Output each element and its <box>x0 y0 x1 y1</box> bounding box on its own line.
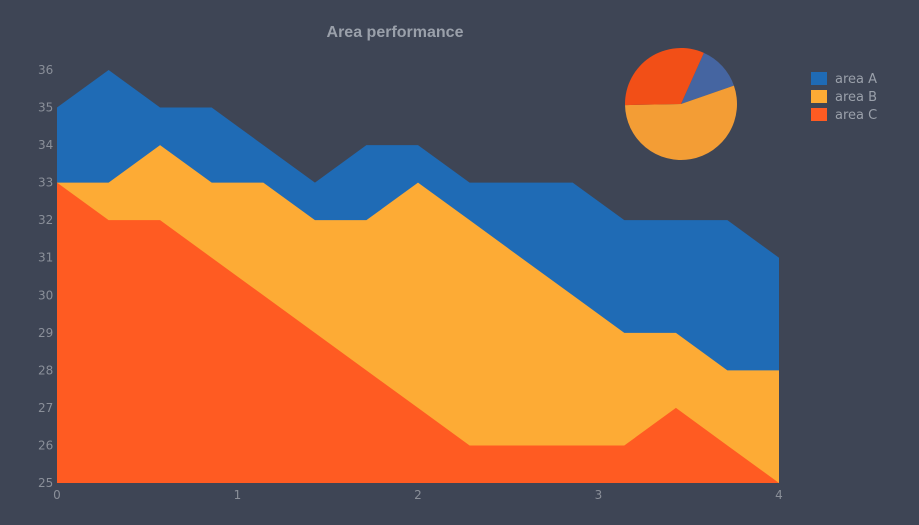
inset-pie-chart <box>624 48 737 160</box>
y-tick-label: 34 <box>38 138 53 152</box>
y-tick-label: 27 <box>38 401 53 415</box>
y-tick-label: 30 <box>38 288 53 302</box>
y-tick-label: 33 <box>38 176 53 190</box>
x-tick-label: 4 <box>775 488 783 502</box>
x-tick-label: 0 <box>53 488 61 502</box>
legend-swatch <box>811 108 827 121</box>
x-tick-label: 1 <box>234 488 242 502</box>
x-axis: 0 1 2 3 4 <box>53 488 783 502</box>
legend-label: area B <box>835 90 877 105</box>
y-tick-label: 28 <box>38 363 53 377</box>
x-tick-label: 3 <box>595 488 603 502</box>
legend: area A area B area C <box>811 72 877 123</box>
legend-swatch <box>811 90 827 103</box>
x-tick-label: 2 <box>414 488 422 502</box>
y-tick-label: 31 <box>38 251 53 265</box>
area-series-group <box>57 70 779 483</box>
legend-label: area A <box>835 72 877 87</box>
pie-slice-area-b <box>625 85 737 160</box>
y-tick-label: 29 <box>38 326 53 340</box>
y-tick-label: 32 <box>38 213 53 227</box>
y-tick-label: 36 <box>38 63 53 77</box>
y-tick-label: 25 <box>38 476 53 490</box>
chart-title: Area performance <box>327 24 464 41</box>
y-tick-label: 26 <box>38 438 53 452</box>
pie-slice-area-c <box>624 48 704 106</box>
legend-label: area C <box>835 108 877 123</box>
pie-slice-area-a <box>681 52 734 104</box>
legend-swatch <box>811 72 827 85</box>
area-series-area-c <box>57 182 779 483</box>
y-axis: 25 26 27 28 29 30 31 32 33 34 35 36 <box>38 63 53 490</box>
y-tick-label: 35 <box>38 101 53 115</box>
